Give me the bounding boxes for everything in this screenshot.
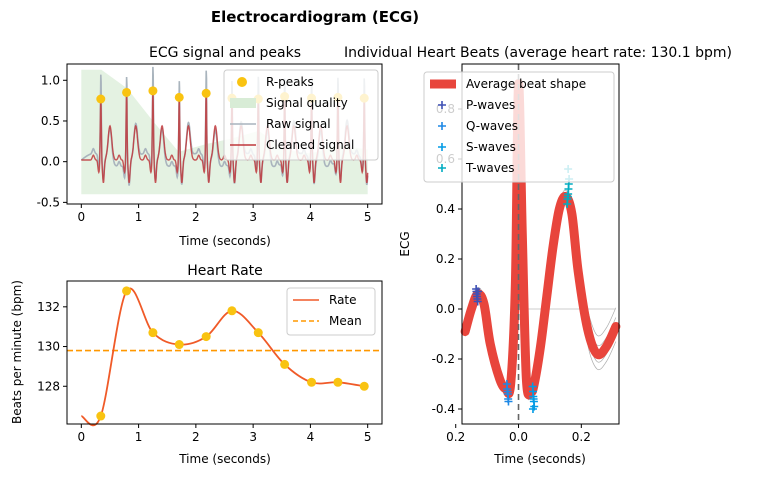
ecg-ytick-label: 1.0 [41, 73, 60, 87]
ecg-ytick-label: 0.5 [41, 114, 60, 128]
rate-point [148, 328, 158, 338]
beats-legend: Average beat shape P-waves Q-waves S-waves T… [423, 71, 615, 183]
hr-xtick-label: 0 [77, 430, 85, 444]
ecg-xtick-label: 4 [307, 210, 315, 224]
legend-marker-t [438, 164, 446, 172]
beats-xtick-label: 0.0 [509, 430, 528, 444]
hr-ytick-label: 132 [37, 300, 60, 314]
rate-point [307, 377, 317, 387]
signal-quality-area [81, 69, 368, 195]
ecg-xtick-label: 3 [249, 210, 257, 224]
r-peak-point [201, 88, 211, 98]
legend-marker-quality [230, 98, 256, 108]
legend-label-avg: Average beat shape [466, 77, 586, 91]
ecg-ytick-label: -0.5 [37, 195, 60, 209]
legend-label-q: Q-waves [466, 119, 518, 133]
ecg-xtick-label: 2 [192, 210, 200, 224]
ecg-xtick-label: 1 [135, 210, 143, 224]
beats-xlabel: Time (seconds) [493, 452, 586, 466]
ecg-ticks: 0 1 2 3 4 5 -0.5 0.0 0.5 1.0 [37, 73, 372, 224]
hr-ytick-label: 130 [37, 340, 60, 354]
beats-panel: Individual Heart Beats (average heart ra… [344, 45, 732, 466]
legend-marker-rpeaks [237, 77, 247, 87]
rate-point [122, 286, 132, 296]
rate-point [359, 381, 369, 391]
beats-xtick-label: 0.2 [446, 430, 465, 444]
rate-point [96, 411, 106, 421]
beats-ytick-label: 0.4 [436, 202, 455, 216]
r-peak-point [148, 86, 158, 96]
ecg-ytick-label: 0.0 [41, 155, 60, 169]
beats-axes-frame [461, 63, 620, 425]
legend-label-mean: Mean [329, 314, 362, 328]
hr-xtick-label: 3 [249, 430, 257, 444]
legend-label-p: P-waves [466, 98, 515, 112]
rate-point [280, 359, 290, 369]
legend-marker-q [438, 122, 446, 130]
rate-point [174, 340, 184, 350]
hr-xtick-label: 1 [135, 430, 143, 444]
legend-label-rpeaks: R-peaks [266, 75, 314, 89]
legend-box [223, 69, 379, 161]
beats-ytick-label: -0.2 [432, 352, 455, 366]
hr-title: Heart Rate [187, 263, 263, 279]
ecg-legend: R-peaks Signal quality Raw signal Cleaned s… [223, 69, 379, 161]
hr-plot-area [67, 286, 382, 427]
ecg-panel: ECG signal and peaks 0 1 2 3 4 5 -0.5 0.0 0.5 1.0… [37, 45, 383, 248]
legend-box [423, 71, 615, 183]
q-waves-marker [504, 397, 513, 406]
r-peak-point [122, 87, 132, 97]
p-waves-marker [473, 297, 482, 306]
beats-xtick-label: 0.2 [572, 430, 591, 444]
legend-label-t: T-waves [465, 161, 514, 175]
average-beat-line [460, 79, 621, 400]
legend-label-raw: Raw signal [266, 117, 331, 131]
hr-xlabel: Time (seconds) [178, 452, 271, 466]
hr-ytick-label: 128 [37, 379, 60, 393]
heart-rate-panel: Heart Rate 0 1 2 3 4 5 128 130 132 Time (seconds… [10, 263, 383, 466]
ecg-xtick-label: 5 [364, 210, 372, 224]
legend-label-rate: Rate [329, 293, 357, 307]
legend-marker-s [438, 143, 446, 151]
beats-ytick-label: -0.4 [432, 402, 455, 416]
legend-label-s: S-waves [466, 140, 516, 154]
s-waves-marker [528, 405, 537, 413]
hr-legend: Rate Mean [286, 287, 376, 336]
beats-title: Individual Heart Beats (average heart ra… [344, 45, 732, 61]
legend-label-cleaned: Cleaned signal [266, 138, 354, 152]
r-peak-point [96, 94, 106, 104]
ecg-xtick-label: 0 [77, 210, 85, 224]
p-waves-marker [474, 287, 483, 296]
rate-point [253, 328, 263, 338]
hr-ticks: 0 1 2 3 4 5 128 130 132 [37, 300, 371, 444]
figure-title: Electrocardiogram (ECG) [211, 8, 419, 26]
hr-axes-frame [66, 280, 383, 425]
hr-xtick-label: 4 [307, 430, 315, 444]
rate-point [201, 332, 211, 342]
hr-ylabel: Beats per minute (bpm) [10, 280, 24, 424]
ecg-xlabel: Time (seconds) [178, 234, 271, 248]
beats-ylabel: ECG [398, 231, 412, 256]
hr-xtick-label: 2 [192, 430, 200, 444]
legend-marker-p [438, 101, 446, 109]
ecg-axes-frame [66, 63, 383, 205]
r-peak-point [174, 92, 184, 102]
ecg-title: ECG signal and peaks [149, 45, 301, 61]
hr-xtick-label: 5 [364, 430, 372, 444]
rate-point [333, 377, 343, 387]
beats-ytick-label: 0.0 [436, 302, 455, 316]
legend-label-quality: Signal quality [266, 96, 348, 110]
beats-ytick-label: 0.2 [436, 252, 455, 266]
rate-point [227, 306, 237, 316]
